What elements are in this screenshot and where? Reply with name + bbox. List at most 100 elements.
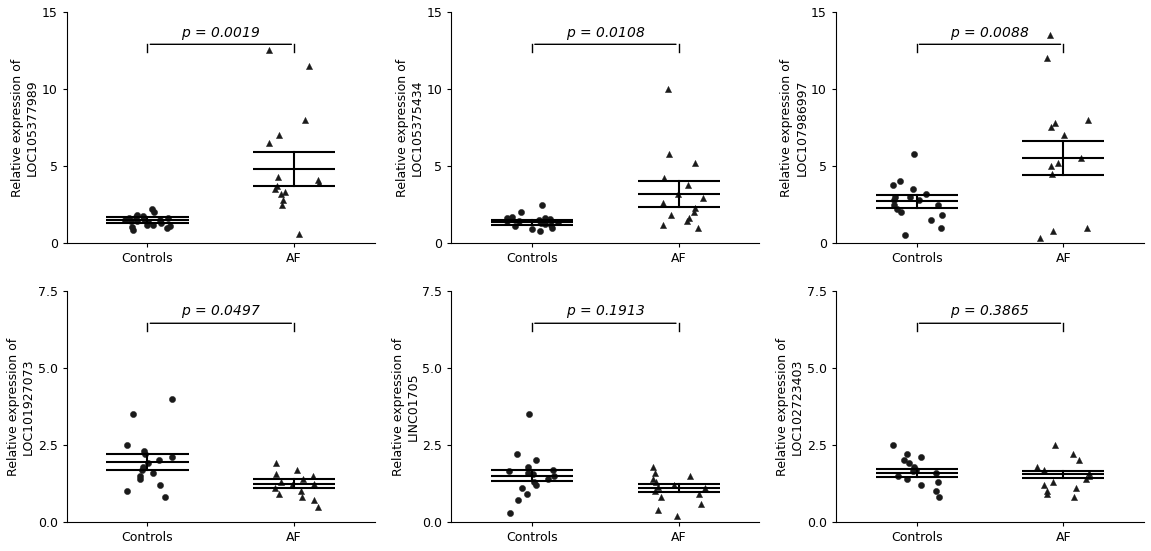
Point [883,180,901,189]
Point [144,220,162,229]
Text: $p$ = 0.0088: $p$ = 0.0088 [951,25,1030,41]
Point [117,441,136,450]
Point [901,192,920,201]
Point [299,62,318,71]
Point [549,218,567,226]
Point [904,185,922,193]
Y-axis label: Relative expression of
LOC101927073: Relative expression of LOC101927073 [7,337,35,476]
Point [162,453,181,462]
Point [1080,468,1098,477]
Point [132,465,151,474]
Y-axis label: Relative expression of
LOC105377989: Relative expression of LOC105377989 [12,58,39,197]
Point [1054,131,1073,139]
Point [292,487,311,495]
Point [686,203,704,212]
Point [929,478,947,487]
Point [900,459,918,468]
Point [654,220,672,229]
Point [150,456,168,465]
Point [885,196,904,204]
Point [678,180,696,189]
Point [531,226,549,235]
Point [904,467,922,476]
Point [276,188,295,197]
Point [134,212,152,220]
Point [139,459,158,468]
Point [685,208,703,217]
Point [1042,123,1060,132]
Point [305,496,323,505]
Point [535,214,554,223]
Point [120,214,138,223]
Point [508,450,526,458]
Point [116,215,135,224]
Point [658,84,677,93]
Point [541,215,559,224]
Point [898,474,916,483]
Point [269,131,288,139]
Point [664,480,683,489]
Point [645,474,663,483]
Point [123,410,142,419]
Point [646,487,664,495]
Point [889,205,907,214]
Point [160,222,178,230]
Point [693,194,711,203]
Point [1077,223,1096,232]
Point [541,220,559,229]
Point [122,217,140,225]
Point [930,493,948,502]
Point [152,219,170,228]
Point [145,208,163,217]
Point [927,468,945,477]
Point [520,410,539,419]
Point [1041,31,1059,40]
Point [892,208,910,217]
Point [886,192,905,201]
Point [294,474,312,483]
Point [905,149,923,158]
Point [1037,490,1055,499]
Point [136,450,154,458]
Point [647,478,665,487]
Point [532,219,550,228]
Point [680,214,699,223]
Point [123,223,142,231]
Point [128,211,146,220]
Point [898,450,916,458]
Point [290,229,308,238]
Point [512,208,531,217]
Point [678,217,696,226]
Point [139,218,158,226]
Point [151,215,169,224]
Point [1038,487,1057,495]
Point [155,493,174,502]
Point [688,223,707,232]
Point [131,472,150,480]
Point [931,223,950,232]
Point [266,185,284,193]
Point [891,177,909,186]
Point [526,480,544,489]
Point [296,115,314,124]
Point [1080,472,1098,480]
Y-axis label: Relative expression of
LOC105375434: Relative expression of LOC105375434 [396,58,424,197]
Point [506,222,525,230]
Point [909,196,928,204]
Point [916,190,935,198]
Point [272,190,290,198]
Point [692,499,710,508]
Point [523,225,541,234]
Point [135,447,153,456]
Point [660,149,678,158]
Point [269,490,288,499]
Point [927,487,945,495]
Point [1028,462,1046,471]
Point [151,480,169,489]
Point [513,484,532,493]
Point [292,493,311,502]
Point [651,493,670,502]
Point [1050,159,1068,168]
Point [905,462,923,471]
Point [127,213,145,222]
